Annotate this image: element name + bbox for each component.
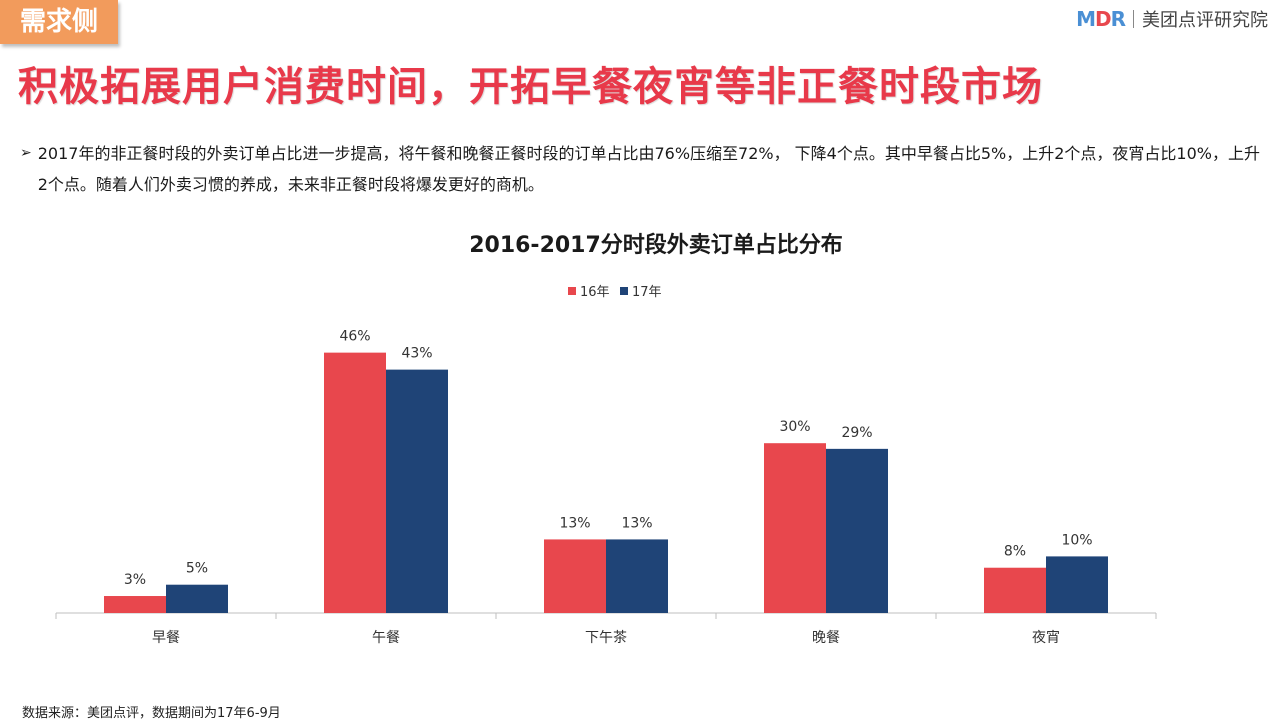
bar-16 [324, 352, 386, 613]
data-source-note: 数据来源：美团点评，数据期间为17年6-9月 [22, 706, 281, 721]
data-label: 43% [401, 346, 432, 362]
legend-swatch [568, 287, 576, 295]
x-tick-label: 午餐 [372, 630, 400, 646]
legend-label: 17年 [632, 285, 662, 300]
section-tag: 需求侧 [0, 0, 118, 44]
bar-17 [1046, 556, 1108, 613]
chart-title: 2016-2017分时段外卖订单占比分布 [469, 232, 843, 258]
legend-swatch [620, 287, 628, 295]
x-tick-label: 夜宵 [1032, 629, 1060, 646]
summary-text: 2017年的非正餐时段的外卖订单占比进一步提高，将午餐和晚餐正餐时段的订单占比由… [37, 144, 1260, 194]
bar-17 [826, 448, 888, 613]
data-label: 8% [1004, 544, 1026, 560]
data-label: 10% [1061, 532, 1092, 548]
legend-label: 16年 [580, 285, 610, 300]
x-tick-label: 早餐 [152, 630, 180, 646]
page-headline: 积极拓展用户消费时间，开拓早餐夜宵等非正餐时段市场 [18, 64, 1043, 110]
bar-16 [544, 539, 606, 613]
bar-16 [104, 596, 166, 613]
bar-17 [166, 584, 228, 613]
data-label: 46% [339, 329, 370, 345]
brand-logo-group: MDR 美团点评研究院 [1076, 6, 1268, 32]
brand-divider [1133, 10, 1134, 28]
mdr-logo: MDR [1076, 7, 1126, 31]
x-tick-label: 晚餐 [812, 630, 840, 646]
data-label: 30% [779, 419, 810, 435]
bar-16 [764, 443, 826, 613]
data-label: 13% [559, 515, 590, 531]
data-label: 29% [841, 425, 872, 441]
bar-17 [386, 369, 448, 613]
data-label: 3% [124, 572, 146, 588]
bar-17 [606, 539, 668, 613]
brand-name: 美团点评研究院 [1142, 10, 1268, 31]
data-label: 5% [186, 561, 208, 577]
bar-16 [984, 567, 1046, 613]
data-label: 13% [621, 515, 652, 531]
x-tick-label: 下午茶 [585, 630, 627, 646]
bar-chart: 2016-2017分时段外卖订单占比分布 16年 17年 3% 5% 早餐 46% 43% 午餐… [55, 232, 1157, 646]
summary-bullet: ➢ 2017年的非正餐时段的外卖订单占比进一步提高，将午餐和晚餐正餐时段的订单占… [20, 138, 1260, 200]
arrow-bullet-icon: ➢ [20, 145, 32, 161]
